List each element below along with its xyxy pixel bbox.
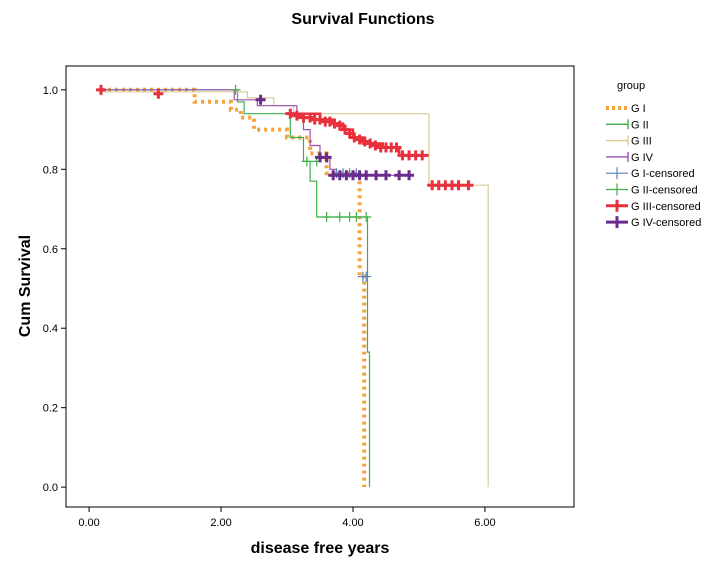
censor-mark-2 [453,180,464,191]
y-tick-label: 0.8 [43,164,58,176]
censor-mark-2 [153,88,164,99]
censor-mark-2 [349,132,360,143]
censor-mark-1 [351,211,362,222]
x-axis-label: disease free years [251,540,390,557]
censor-mark-3 [404,170,415,181]
censor-mark-1 [334,211,345,222]
legend-label-1: G II [631,119,649,131]
legend-label-3: G IV [631,152,654,164]
x-tick-label: 6.00 [474,517,495,529]
censor-mark-3 [394,170,405,181]
censor-mark-0 [361,271,372,282]
censor-mark-1 [301,156,312,167]
censor-mark-1 [230,84,241,95]
x-tick-label: 4.00 [342,517,363,529]
censor-mark-3 [380,170,391,181]
censor-mark-2 [391,142,402,153]
censor-layer [95,84,474,282]
x-tick-label: 2.00 [210,517,231,529]
censor-mark-2 [315,114,325,125]
censor-mark-2 [370,140,381,151]
censor-mark-2 [417,150,428,161]
y-axis-label: Cum Survival [17,235,34,337]
legend-label-4: G I-censored [631,168,695,180]
legend: group G I G II G III G IV G I-censored G II-c… [606,80,701,229]
censor-mark-2 [359,136,370,147]
y-tick-label: 0.2 [43,403,58,415]
censor-mark-1 [321,211,332,222]
legend-label-7: G IV-censored [631,217,701,229]
x-axis: 0.00 2.00 4.00 6.00 [78,507,496,529]
legend-label-6: G III-censored [631,201,701,213]
series-line-3 [101,89,410,176]
legend-label-5: G II-censored [631,185,698,197]
censor-mark-2 [329,118,340,129]
series-line-0 [101,87,367,488]
y-tick-label: 0.0 [43,482,58,494]
y-tick-label: 0.4 [43,323,58,335]
legend-label-2: G III [631,136,652,148]
legend-title: group [617,80,645,92]
censor-mark-3 [371,170,382,181]
legend-label-0: G I [631,103,646,115]
plot-area [65,65,575,508]
chart-title: Survival Functions [291,11,434,28]
y-axis: 0.0 0.2 0.4 0.6 0.8 1.0 [43,85,66,494]
y-tick-label: 1.0 [43,85,58,97]
censor-mark-1 [361,211,372,222]
censor-mark-2 [334,120,345,131]
censor-mark-2 [285,108,296,119]
censor-mark-2 [365,138,376,149]
y-tick-label: 0.6 [43,244,58,256]
censor-mark-2 [354,134,365,145]
censor-mark-2 [291,110,302,121]
censor-mark-3 [321,152,332,163]
censor-mark-2 [463,180,474,191]
censor-mark-3 [255,94,266,105]
censor-mark-2 [95,84,106,95]
censor-mark-3 [361,170,372,181]
x-tick-label: 0.00 [78,517,99,529]
